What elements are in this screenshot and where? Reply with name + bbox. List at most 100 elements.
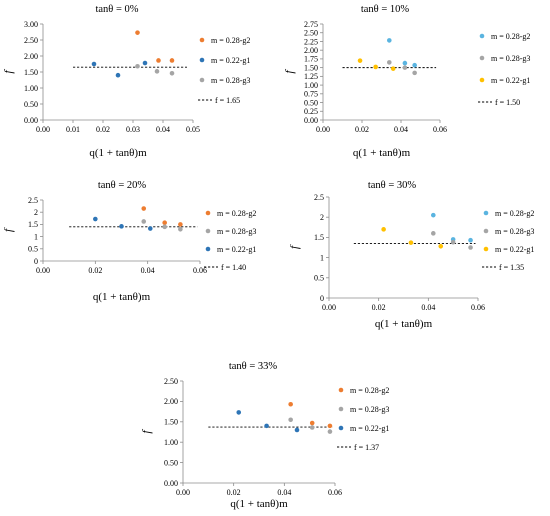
y-tick-label: 2.00 [24,52,38,61]
legend-label: m = 0.22-g1 [211,56,250,65]
legend-label: m = 0.28-g3 [495,227,534,236]
y-axis-label: f [287,244,301,249]
chart-panel: tanθ = 33% 0.00 0.50 1.00 1.50 2.00 2.50 0.00 0.… [139,361,389,510]
y-axis-label: f [1,69,15,74]
y-tick-label: 2.5 [28,196,38,205]
x-tick-label: 0.02 [88,266,102,275]
legend-marker [338,387,344,393]
data-point [162,224,167,230]
legend-label: m = 0.28-g2 [217,209,256,218]
legend-marker [479,33,485,39]
legend-fit-label: f = 1.35 [499,263,524,272]
data-point [357,58,363,63]
data-point [178,226,183,232]
y-tick-label: 1.25 [304,72,318,81]
x-tick-label: 0.00 [36,266,50,275]
y-tick-label: 1.00 [164,438,178,447]
legend-label: m = 0.28-g2 [350,386,389,395]
x-axis-label: q(1 + tanθ)m [353,147,411,159]
data-point [178,222,183,227]
x-axis-label: q(1 + tanθ)m [89,147,147,159]
y-tick-label: 1.00 [24,84,38,93]
y-axis-label: f [282,69,296,74]
data-point [141,206,147,211]
chart-panel: tanθ = 10%0.000.250.500.751.001.251.501.… [282,4,530,159]
data-point [294,427,300,433]
data-point [431,212,436,218]
x-tick-label: 0.02 [372,303,386,312]
y-tick-label: 2.50 [24,36,38,45]
legend-label: m = 0.28-g3 [217,227,256,236]
legend-label: m = 0.28-g3 [491,54,530,63]
legend-marker [479,55,485,61]
chart-title: tanθ = 33% [229,361,278,372]
legend-fit-label: f = 1.40 [221,263,246,272]
y-tick-label: 0.00 [164,479,178,488]
chart-title: tanθ = 20% [98,180,147,191]
x-axis-label: q(1 + tanθ)m [230,498,288,510]
legend-marker [338,425,344,431]
data-point [402,60,408,66]
legend-marker [479,77,485,83]
x-tick-label: 0.00 [322,303,336,312]
y-tick-label: 2.5 [314,193,324,202]
legend-marker [199,77,205,83]
x-tick-label: 0.04 [156,125,170,134]
data-point [327,429,333,434]
data-point [135,30,140,35]
y-tick-label: 3.00 [24,20,38,29]
legend-marker [205,246,211,252]
legend-label: m = 0.28-g2 [495,209,534,218]
legend-label: m = 0.22-g1 [495,245,534,254]
y-axis-label: f [139,429,153,434]
y-axis-label: f [1,227,15,232]
y-tick-label: 1.50 [24,68,38,77]
y-tick-label: 2 [34,208,38,217]
legend-fit-label: f = 1.65 [215,96,240,105]
legend-marker [483,210,489,216]
data-point [402,65,408,70]
data-point [264,423,269,429]
data-point [387,38,392,43]
data-point [93,216,98,222]
x-tick-label: 0.04 [141,266,155,275]
chart-panel: tanθ = 20% 0 0.5 1 1.5 2 2.5 0.00 0.02 0.04 0.06 q(… [1,180,256,303]
data-point [135,63,140,69]
data-point [412,70,417,76]
x-tick-label: 0.06 [193,266,207,275]
data-point [288,417,293,423]
y-tick-label: 2 [320,213,324,222]
data-point [381,227,386,232]
x-axis-label: q(1 + tanθ)m [375,318,433,330]
data-point [169,70,175,76]
data-point [119,224,124,229]
x-tick-label: 0.00 [36,125,50,134]
legend-marker [199,37,205,43]
data-point [468,237,473,243]
x-tick-label: 0.02 [355,125,369,134]
x-tick-label: 0.02 [96,125,110,134]
data-point [309,425,315,430]
y-tick-label: 0.00 [304,116,318,125]
legend-marker [205,228,211,234]
legend-label: m = 0.22-g1 [350,424,389,433]
y-tick-label: 1 [320,253,324,262]
data-point [156,58,161,63]
legend-marker [338,406,344,412]
legend-label: m = 0.28-g2 [211,36,250,45]
data-point [438,243,444,249]
y-tick-label: 0.25 [304,107,318,116]
chart-title: tanθ = 30% [368,180,417,191]
y-tick-label: 1 [34,232,38,241]
data-point [147,226,153,231]
y-tick-label: 2.50 [304,29,318,38]
y-tick-label: 0.50 [304,98,318,107]
data-point [142,60,148,66]
y-tick-label: 0 [34,257,38,266]
y-tick-label: 0.5 [28,245,38,254]
y-tick-label: 0.50 [24,100,38,109]
data-point [141,219,147,224]
y-tick-label: 2.25 [304,37,318,46]
y-tick-label: 1.5 [28,220,38,229]
y-tick-label: 2.00 [164,397,178,406]
